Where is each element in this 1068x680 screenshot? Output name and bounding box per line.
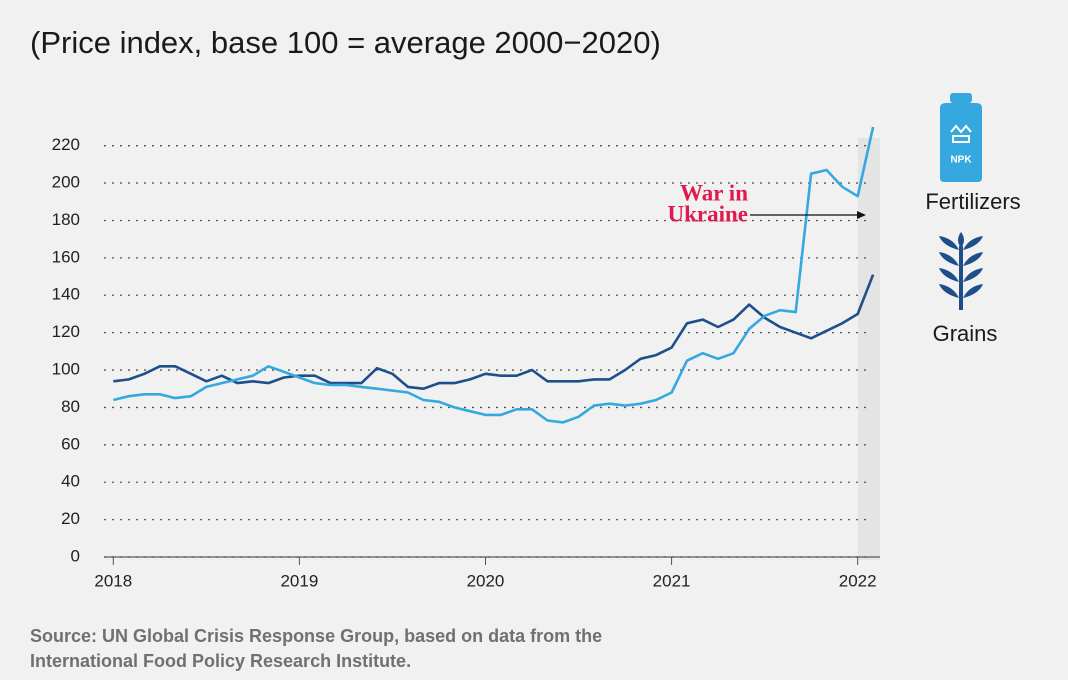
- x-tick-label: 2020: [467, 571, 505, 590]
- grain-icon: [939, 232, 983, 310]
- source: Source: UN Global Crisis Response Group,…: [30, 626, 602, 646]
- y-tick-label: 200: [52, 173, 80, 192]
- y-tick-label: 100: [52, 360, 80, 379]
- forecast-band: [858, 138, 880, 560]
- y-tick-label: 180: [52, 210, 80, 229]
- y-tick-label: 20: [61, 509, 80, 528]
- x-tick-label: 2019: [280, 571, 318, 590]
- icon-label: NPK: [950, 155, 972, 166]
- y-tick-label: 80: [61, 397, 80, 416]
- y-tick-label: 140: [52, 285, 80, 304]
- x-tick-label: 2018: [94, 571, 132, 590]
- source: International Food Policy Research Insti…: [30, 651, 411, 671]
- y-tick-label: 0: [71, 546, 80, 565]
- y-tick-label: 60: [61, 434, 80, 453]
- series-line: [113, 274, 875, 390]
- series-line: [112, 126, 875, 424]
- y-tick-label: 120: [52, 322, 80, 341]
- chart-title: (Price index, base 100 = average 2000−20…: [30, 25, 661, 60]
- fertilizer-icon: NPK: [940, 93, 982, 182]
- y-tick-label: 40: [61, 472, 80, 491]
- y-tick-label: 220: [52, 135, 80, 154]
- series-label: Grains: [933, 321, 998, 346]
- series-label: Fertilizers: [925, 189, 1020, 214]
- x-tick-label: 2022: [839, 571, 877, 590]
- x-tick-label: 2021: [653, 571, 691, 590]
- annotation-arrowhead: [857, 211, 866, 219]
- annotation: Ukraine: [668, 201, 749, 226]
- annotation: War in: [680, 180, 748, 205]
- y-tick-label: 160: [52, 247, 80, 266]
